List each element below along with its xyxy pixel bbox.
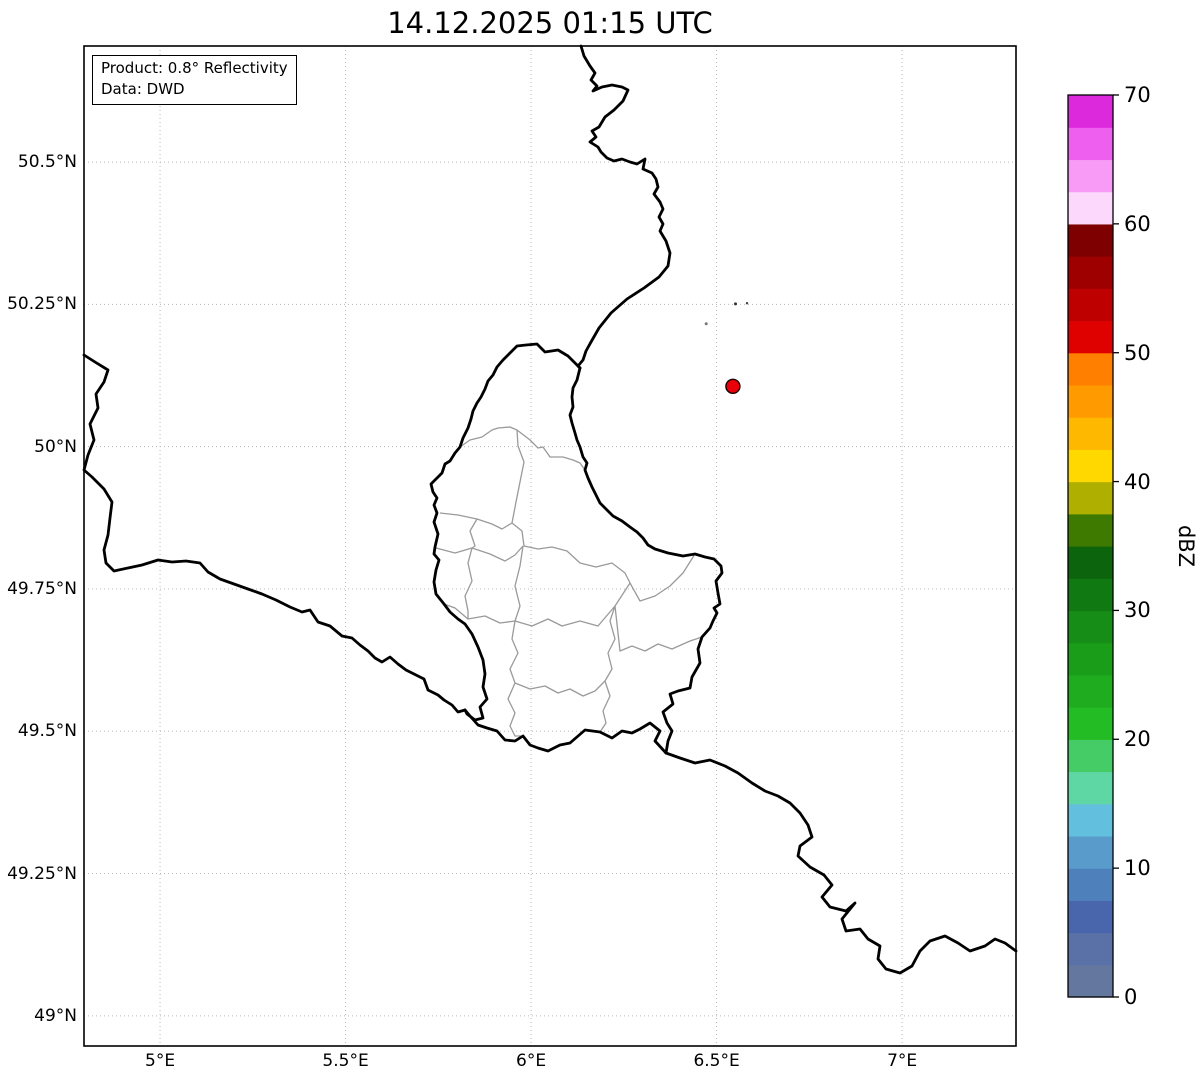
ytick-label: 49.25°N: [7, 863, 77, 884]
xtick-label: 6.5°E: [693, 1051, 740, 1071]
ytick-label: 50°N: [34, 436, 77, 457]
colorbar-outline: [1067, 94, 1114, 998]
xtick-label: 7°E: [887, 1051, 918, 1071]
colorbar-axis-label: dBZ: [1174, 524, 1198, 568]
xtick-label: 5.5°E: [322, 1051, 369, 1071]
ytick-label: 50.25°N: [7, 294, 77, 315]
xtick-label: 5°E: [145, 1051, 176, 1071]
colorbar-tick-label: 10: [1124, 856, 1151, 881]
colorbar-segment: [1068, 256, 1113, 289]
admin-border-path: [464, 518, 478, 619]
info-box: Product: 0.8° Reflectivity Data: DWD: [92, 55, 297, 105]
admin-border-path: [514, 680, 606, 697]
colorbar-segment: [1068, 352, 1113, 386]
colorbar-segment: [1068, 513, 1113, 547]
info-data-line: Data: DWD: [101, 80, 185, 98]
colorbar-tick-label: 60: [1124, 211, 1151, 236]
colorbar-segment: [1068, 674, 1113, 708]
radar-echo-speck: [745, 302, 749, 305]
national-border-path: [463, 708, 668, 755]
colorbar-segment: [1068, 932, 1113, 966]
colorbar-segment: [1068, 803, 1113, 837]
admin-border-path: [511, 429, 525, 524]
colorbar-segment: [1068, 610, 1113, 644]
colorbar-segment: [1068, 320, 1113, 354]
ytick-label: 50.5°N: [17, 152, 77, 173]
colorbar-segment: [1068, 417, 1113, 450]
colorbar-segment: [1068, 223, 1113, 257]
colorbar-segment: [1068, 739, 1113, 773]
colorbar-segment: [1068, 449, 1113, 483]
xtick-label: 6°E: [516, 1051, 547, 1071]
figure-title: 14.12.2025 01:15 UTC: [387, 6, 713, 40]
colorbar-tick-label: 70: [1124, 83, 1151, 107]
colorbar-segment: [1068, 900, 1113, 934]
colorbar-segment: [1068, 642, 1113, 676]
national-border-path: [429, 342, 582, 722]
national-border-path: [82, 353, 467, 714]
colorbar-tick-label: 40: [1124, 469, 1151, 494]
admin-border-path: [439, 512, 631, 584]
colorbar-tick-label: 50: [1124, 340, 1151, 365]
admin-border-path: [435, 545, 524, 562]
colorbar-segment: [1068, 384, 1113, 418]
colorbar-segment: [1068, 868, 1113, 901]
colorbar-tick-label: 20: [1124, 727, 1151, 752]
admin-border-path: [599, 605, 616, 733]
colorbar-segment: [1068, 159, 1113, 193]
radar-echo-speck: [704, 322, 708, 326]
colorbar-segment: [1068, 191, 1113, 225]
admin-border-path: [459, 426, 586, 471]
colorbar-segment: [1068, 546, 1113, 579]
colorbar-segment: [1068, 127, 1113, 161]
colorbar-segment: [1068, 771, 1113, 805]
admin-border-path: [514, 545, 524, 622]
national-border-path: [568, 366, 724, 755]
ytick-label: 49°N: [34, 1005, 77, 1026]
info-product-line: Product: 0.8° Reflectivity: [101, 59, 288, 77]
national-border-path: [664, 751, 1018, 975]
colorbar-segment: [1068, 835, 1113, 869]
ytick-label: 49.75°N: [7, 578, 77, 599]
national-border-path: [576, 44, 672, 370]
admin-border-path: [614, 605, 703, 652]
colorbar-segment: [1068, 964, 1113, 998]
admin-border-path: [507, 620, 523, 737]
colorbar-segment: [1068, 578, 1113, 612]
radar-echo-dot: [725, 378, 741, 395]
radar-echo-speck: [734, 302, 738, 306]
colorbar-segment: [1068, 95, 1113, 128]
ytick-label: 49.5°N: [17, 721, 77, 742]
colorbar-segment: [1068, 481, 1113, 515]
colorbar-tick-label: 30: [1124, 598, 1151, 623]
colorbar-tick-label: 0: [1124, 985, 1138, 1009]
admin-border-path: [629, 553, 696, 602]
colorbar-segment: [1068, 288, 1113, 322]
colorbar-segment: [1068, 707, 1113, 740]
plot-frame: [83, 45, 1017, 1047]
